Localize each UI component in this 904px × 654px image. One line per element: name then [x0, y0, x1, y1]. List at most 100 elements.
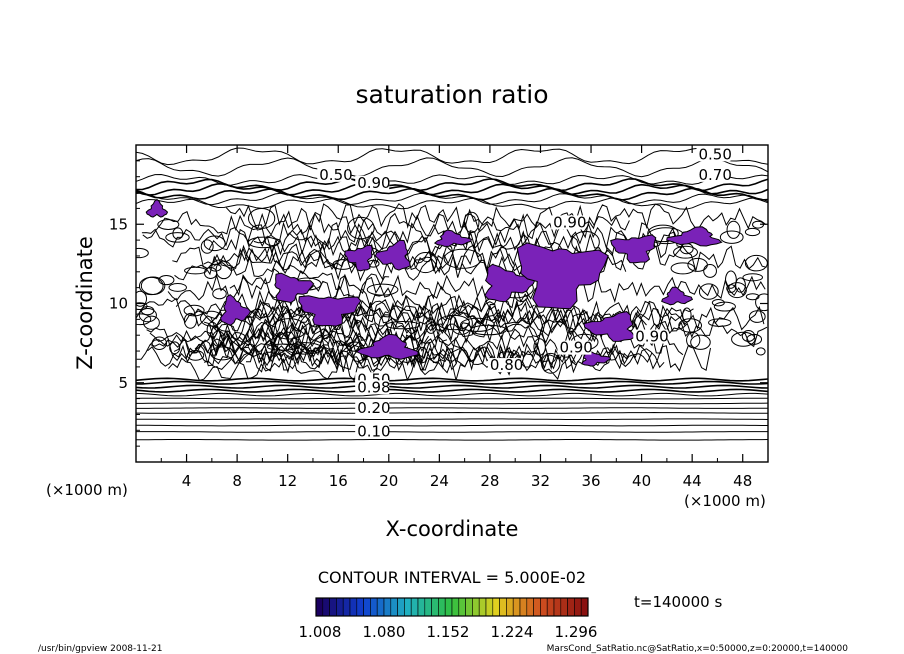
colorbar-segment — [424, 597, 432, 617]
contour-label-bg — [317, 167, 352, 182]
supersaturated-region — [355, 333, 419, 360]
contour-label: 0.90 — [357, 174, 390, 192]
contour-line-lower — [136, 418, 768, 420]
contour-eddy — [437, 314, 470, 331]
contour-line-upper — [136, 173, 768, 186]
chart-title: saturation ratio — [355, 80, 548, 109]
colorbar-segment — [458, 597, 466, 617]
contour-label: 0.80 — [490, 356, 523, 374]
supersaturated-region — [298, 295, 362, 327]
y-tick-label: 15 — [109, 215, 128, 233]
contour-eddy — [271, 318, 307, 340]
colorbar-segment — [580, 597, 589, 617]
contour-label-bg — [487, 358, 522, 373]
colorbar-tick-label: 1.224 — [491, 623, 534, 641]
contour-eddy — [210, 346, 235, 361]
contour-label: 0.50 — [319, 166, 352, 184]
contour-eddy — [203, 235, 226, 252]
colorbar-segment — [574, 597, 582, 617]
colorbar-segment — [342, 597, 351, 617]
colorbar-segment — [390, 597, 398, 617]
colorbar-segment — [560, 597, 568, 617]
contour-eddy — [136, 290, 148, 307]
contour-label-bg — [355, 380, 390, 395]
colorbar-segment — [444, 597, 453, 617]
x-unit-right: (×1000 m) — [684, 492, 766, 510]
contour-eddy — [347, 216, 375, 240]
colorbar-segment — [485, 597, 494, 617]
colorbar-segment — [553, 597, 562, 617]
contour-eddy — [425, 318, 437, 334]
contour-line-turbulent — [225, 203, 767, 231]
contour-line-turbulent — [213, 245, 767, 274]
colorbar-segment — [322, 597, 330, 617]
contour-line-turbulent — [209, 318, 768, 348]
contour-eddy — [140, 276, 166, 296]
supersaturated-region — [274, 272, 315, 304]
colorbar-segment — [540, 597, 548, 617]
colorbar-segment — [499, 597, 507, 617]
contour-eddy — [713, 301, 736, 312]
y-tick-label: 5 — [118, 374, 128, 392]
contour-label: 0.90 — [553, 213, 586, 231]
contour-eddy — [686, 332, 701, 349]
contour-line-lower — [136, 380, 768, 385]
supersaturated-region — [374, 239, 411, 271]
contour-eddy — [385, 320, 420, 330]
supersaturated-region — [219, 294, 252, 326]
contour-eddy — [698, 283, 719, 300]
contour-line-turbulent — [221, 343, 457, 373]
colorbar-segment — [492, 597, 500, 617]
contour-eddy — [186, 349, 205, 361]
colorbar-segment — [519, 597, 528, 617]
contour-eddy — [345, 341, 364, 352]
contour-eddy — [735, 277, 746, 293]
contour-label-bg — [557, 340, 592, 355]
contour-line-upper — [136, 197, 768, 210]
contour-eddy — [215, 260, 233, 280]
colorbar-segment — [506, 597, 514, 617]
footer-right: MarsCond_SatRatio.nc@SatRatio,x=0:50000,… — [547, 644, 849, 654]
x-tick-label: 36 — [581, 472, 600, 490]
colorbar-segment — [451, 597, 460, 617]
contour-eddy — [541, 352, 561, 374]
contour-eddy — [165, 232, 190, 243]
colorbar-tick-label: 1.152 — [427, 623, 470, 641]
colorbar-tick-label: 1.080 — [363, 623, 406, 641]
contour-interval-label: CONTOUR INTERVAL = 5.000E-02 — [318, 568, 586, 587]
contour-eddy — [711, 298, 725, 307]
colorbar-segment — [472, 597, 480, 617]
contour-line-turbulent — [253, 230, 680, 259]
contour-eddy — [200, 239, 214, 254]
supersaturated-region — [610, 234, 657, 264]
x-tick-label: 44 — [683, 472, 702, 490]
colorbar-segment — [533, 597, 541, 617]
supersaturated-region — [433, 229, 473, 247]
colorbar-segment — [410, 597, 419, 617]
contour-label: 0.10 — [357, 423, 390, 441]
colorbar-segment — [512, 597, 521, 617]
colorbar-segment — [356, 597, 364, 617]
contour-eddy — [745, 293, 760, 301]
plot-area: 0.100.200.500.980.50 0.900.500.700.900.90… — [136, 145, 768, 441]
contour-eddy — [647, 224, 679, 243]
contour-line-turbulent — [147, 338, 653, 368]
x-tick-label: 12 — [278, 472, 297, 490]
x-tick-label: 28 — [480, 472, 499, 490]
contour-eddy — [755, 293, 768, 312]
contour-eddy — [138, 308, 157, 323]
colorbar-segment — [383, 597, 392, 617]
colorbar-segment — [417, 597, 426, 617]
contour-eddy — [212, 288, 227, 300]
contour-label: 0.98 — [357, 378, 390, 396]
contour-eddy — [285, 342, 323, 355]
colorbar-segment — [370, 597, 378, 617]
colorbar-segment — [336, 597, 344, 617]
contour-eddy — [184, 266, 207, 275]
x-tick-label: 40 — [632, 472, 651, 490]
contour-line-lower — [136, 402, 768, 405]
contour-eddy — [212, 330, 225, 347]
contour-eddy — [136, 247, 149, 259]
contour-line-lower — [136, 424, 768, 427]
contour-label-bg — [551, 215, 586, 230]
